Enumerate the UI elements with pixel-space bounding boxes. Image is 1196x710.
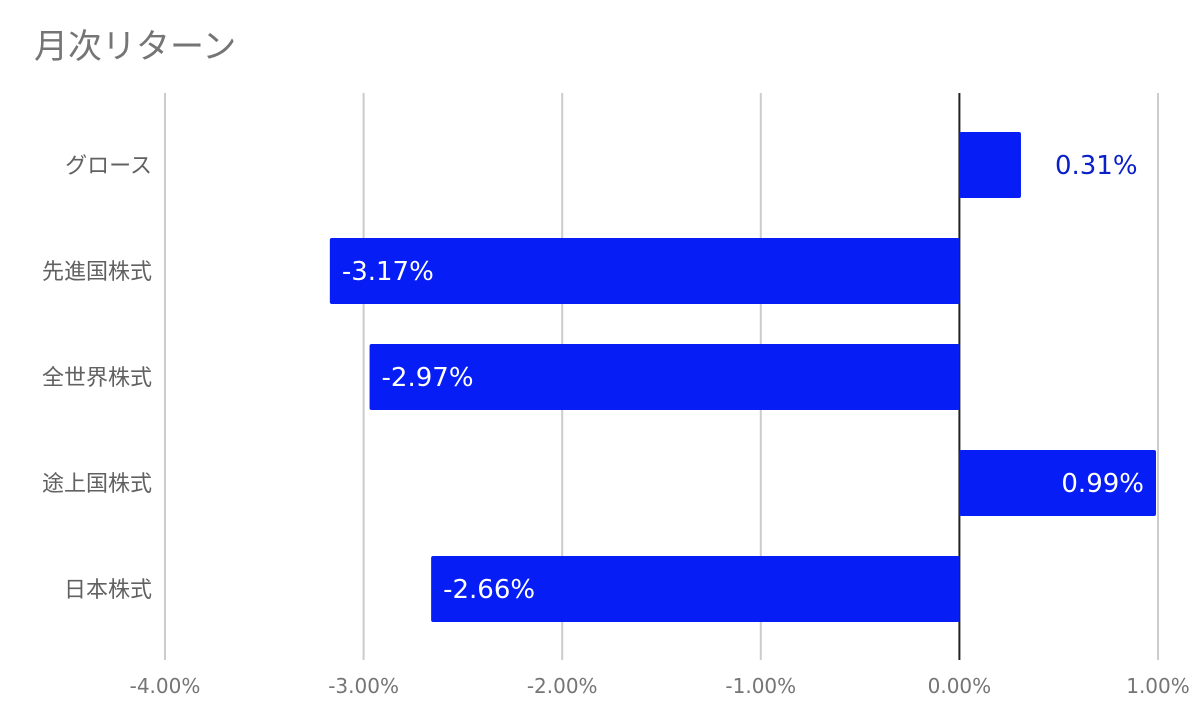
x-axis-ticks: -4.00% -3.00% -2.00% -1.00% 0.00% 1.00% bbox=[130, 674, 1190, 698]
data-label: 0.99% bbox=[1061, 469, 1144, 499]
category-label: 先進国株式 bbox=[42, 260, 152, 285]
data-label: -2.97% bbox=[382, 363, 474, 393]
x-tick-label: 0.00% bbox=[928, 674, 992, 698]
data-labels: 0.31% -3.17% -2.97% 0.99% -2.66% bbox=[342, 151, 1144, 605]
data-label: 0.31% bbox=[1055, 151, 1138, 181]
data-label: -3.17% bbox=[342, 257, 434, 287]
x-tick-label: -4.00% bbox=[130, 674, 201, 698]
x-tick-label: -1.00% bbox=[725, 674, 796, 698]
bar bbox=[959, 132, 1021, 198]
category-label: グロース bbox=[65, 154, 152, 179]
x-tick-label: -2.00% bbox=[527, 674, 598, 698]
bar bbox=[959, 450, 1157, 516]
bars bbox=[329, 132, 1157, 622]
category-label: 途上国株式 bbox=[42, 472, 152, 497]
bar bbox=[369, 344, 960, 410]
bar bbox=[329, 238, 960, 304]
x-tick-label: 1.00% bbox=[1126, 674, 1190, 698]
bar bbox=[431, 556, 960, 622]
x-tick-label: -3.00% bbox=[328, 674, 399, 698]
data-label: -2.66% bbox=[443, 575, 535, 605]
chart-title: 月次リターン bbox=[34, 27, 236, 67]
category-label: 日本株式 bbox=[64, 578, 152, 603]
category-label: 全世界株式 bbox=[42, 366, 152, 391]
